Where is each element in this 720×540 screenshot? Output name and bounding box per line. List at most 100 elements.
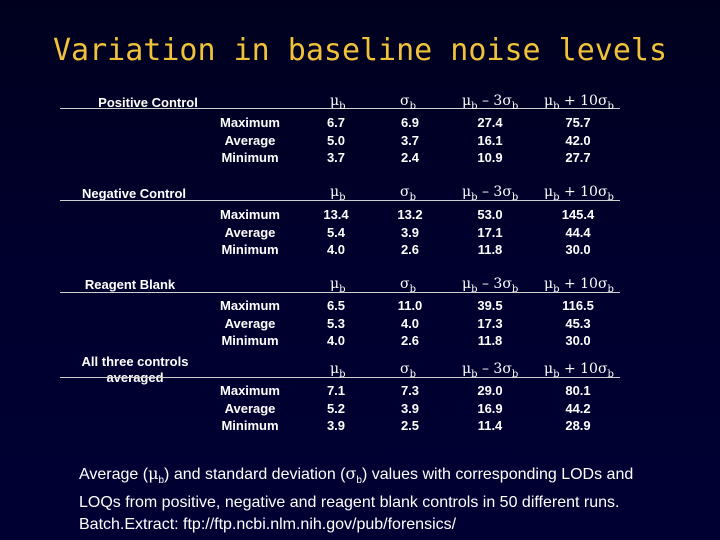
table-section: All three controls averaged μb σb μb – 3σb μ…	[60, 352, 620, 442]
column-header: μb	[330, 276, 346, 295]
table-cell: 13.4	[323, 207, 349, 222]
table-row: Maximum 6.5 11.0 39.5 116.5	[60, 297, 620, 314]
column-header: μb	[330, 93, 346, 112]
header-subscript: b	[471, 191, 478, 203]
table-cell: 3.9	[400, 400, 420, 416]
table-cell: 3.7	[400, 132, 420, 148]
header-formula: – 3σ	[477, 184, 512, 200]
column-header: μb + 10σb	[544, 93, 614, 112]
row-label: Minimum	[221, 418, 279, 433]
row-label: Average	[224, 400, 276, 416]
column-header: σb	[400, 93, 416, 112]
header-subscript: b	[553, 100, 560, 112]
table-cell: 16.9	[477, 400, 503, 416]
header-symbol: μ	[462, 93, 472, 109]
row-label: Minimum	[221, 150, 279, 165]
caption-sigma: σ	[345, 464, 357, 483]
row-label: Maximum	[220, 298, 280, 313]
table-section: Negative Control μb σb μb – 3σb μb + 10σb Max…	[60, 182, 620, 272]
column-header: μb	[330, 361, 346, 380]
row-label: Minimum	[221, 333, 279, 348]
header-subscript: b	[409, 368, 416, 380]
section-rule	[60, 200, 620, 201]
table-cell: 17.3	[477, 315, 503, 331]
table-cell: 3.9	[326, 418, 346, 433]
table-cell: 30.0	[565, 242, 591, 257]
table-cell: 39.5	[477, 298, 503, 313]
table-cell: 2.5	[400, 418, 420, 433]
header-subscript: b	[511, 100, 519, 112]
header-subscript: b	[607, 100, 614, 112]
table-cell: 17.1	[477, 224, 503, 240]
header-formula: – 3σ	[477, 361, 512, 377]
column-header: μb + 10σb	[544, 361, 614, 380]
header-subscript: b	[409, 191, 416, 203]
column-header: μb – 3σb	[462, 93, 518, 112]
table-cell: 30.0	[565, 333, 591, 348]
table-cell: 116.5	[562, 298, 594, 313]
header-subscript: b	[471, 368, 478, 380]
column-header: μb – 3σb	[462, 184, 518, 203]
caption-sub-2: b	[356, 475, 362, 487]
caption: Average (μb) and standard deviation (σb)…	[79, 463, 679, 536]
section-rule	[60, 292, 620, 293]
column-header: σb	[400, 361, 416, 380]
header-subscript: b	[339, 100, 346, 112]
header-formula: – 3σ	[477, 276, 512, 292]
table-cell: 4.0	[326, 242, 346, 257]
table-cell: 2.6	[400, 333, 420, 348]
header-formula: + 10σ	[559, 184, 608, 200]
header-symbol: μ	[544, 361, 554, 377]
header-subscript: b	[409, 283, 416, 295]
table-cell: 2.6	[400, 242, 420, 257]
table-cell: 27.4	[477, 115, 503, 130]
table-cell: 42.0	[565, 132, 591, 148]
header-subscript: b	[511, 368, 519, 380]
table-row: Average 5.2 3.9 16.9 44.2	[60, 400, 620, 417]
table-cell: 16.1	[477, 132, 503, 148]
header-subscript: b	[339, 283, 346, 295]
column-header: μb – 3σb	[462, 276, 518, 295]
row-label: Maximum	[220, 115, 280, 130]
header-subscript: b	[339, 368, 346, 380]
caption-sub-1: b	[158, 475, 165, 487]
table-cell: 5.0	[326, 132, 346, 148]
header-symbol: μ	[544, 184, 554, 200]
row-label: Average	[224, 132, 276, 148]
table-row: Maximum 13.4 13.2 53.0 145.4	[60, 206, 620, 223]
table-cell: 45.3	[565, 315, 591, 331]
table-cell: 27.7	[565, 150, 591, 165]
header-subscript: b	[607, 283, 614, 295]
header-symbol: μ	[330, 93, 340, 109]
table-cell: 44.4	[565, 224, 591, 240]
header-subscript: b	[409, 100, 416, 112]
table-row: Average 5.4 3.9 17.1 44.4	[60, 224, 620, 241]
column-header: μb + 10σb	[544, 184, 614, 203]
table-cell: 145.4	[561, 207, 595, 222]
table-cell: 53.0	[477, 207, 503, 222]
table-cell: 4.0	[326, 333, 346, 348]
header-subscript: b	[607, 368, 614, 380]
header-symbol: μ	[544, 276, 554, 292]
column-header: μb + 10σb	[544, 276, 614, 295]
table-row: Average 5.3 4.0 17.3 45.3	[60, 315, 620, 332]
header-symbol: μ	[330, 276, 340, 292]
section-rule	[60, 377, 620, 378]
header-symbol: μ	[544, 93, 554, 109]
column-header: μb – 3σb	[462, 361, 518, 380]
table-cell: 11.8	[477, 333, 503, 348]
header-subscript: b	[553, 283, 560, 295]
table-cell: 3.9	[400, 224, 420, 240]
table-cell: 75.7	[565, 115, 591, 130]
table-row: Minimum 4.0 2.6 11.8 30.0	[60, 332, 620, 349]
table-section: Reagent Blank μb σb μb – 3σb μb + 10σb Maximu…	[60, 273, 620, 363]
table-cell: 80.1	[565, 383, 591, 398]
table-row: Minimum 3.7 2.4 10.9 27.7	[60, 149, 620, 166]
table-cell: 7.3	[400, 383, 420, 398]
table-cell: 11.0	[397, 298, 423, 313]
table-cell: 10.9	[477, 150, 503, 165]
table-row: Maximum 7.1 7.3 29.0 80.1	[60, 382, 620, 399]
header-symbol: μ	[462, 361, 472, 377]
header-symbol: μ	[462, 184, 472, 200]
header-subscript: b	[607, 191, 614, 203]
